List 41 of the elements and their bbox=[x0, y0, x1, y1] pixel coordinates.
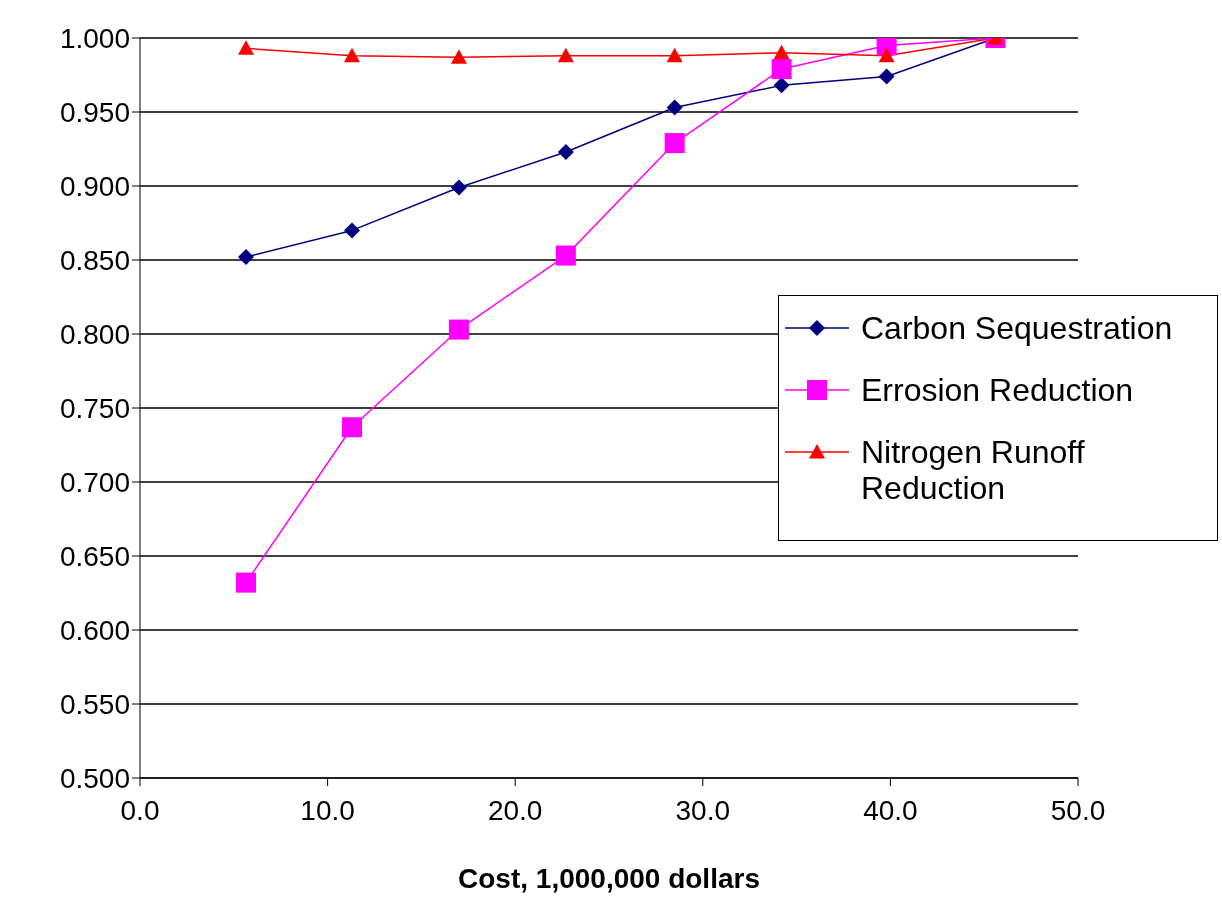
point bbox=[666, 47, 683, 63]
x-tick-label: 0.0 bbox=[120, 794, 160, 826]
y-tick-label: 0.650 bbox=[59, 540, 130, 572]
point bbox=[773, 77, 790, 94]
point bbox=[773, 44, 790, 60]
point bbox=[343, 222, 360, 239]
point bbox=[341, 417, 362, 438]
point bbox=[878, 68, 895, 85]
legend-label: Carbon Sequestration bbox=[861, 310, 1174, 346]
legend-label: Nitrogen Runoff Reduction bbox=[861, 434, 1086, 506]
point bbox=[664, 133, 685, 154]
y-tick-label: 0.750 bbox=[59, 392, 130, 424]
point bbox=[343, 47, 360, 63]
point bbox=[450, 49, 467, 64]
point bbox=[557, 47, 574, 63]
y-tick-label: 0.600 bbox=[59, 614, 130, 646]
y-tick-label: 0.500 bbox=[59, 762, 130, 794]
point bbox=[555, 245, 576, 266]
x-tick-label: 20.0 bbox=[487, 794, 543, 826]
y-tick-label: 0.800 bbox=[59, 318, 130, 350]
x-axis-title: Cost, 1,000,000 dollars bbox=[458, 863, 760, 894]
point bbox=[237, 40, 254, 55]
y-tick-label: 0.950 bbox=[59, 96, 130, 128]
point bbox=[771, 59, 792, 80]
x-tick-label: 50.0 bbox=[1050, 794, 1106, 826]
point bbox=[450, 179, 467, 196]
y-tick-label: 1.000 bbox=[59, 22, 130, 54]
point bbox=[666, 99, 683, 116]
y-tick-label: 0.550 bbox=[59, 688, 130, 720]
y-tick-label: 0.850 bbox=[59, 244, 130, 276]
point bbox=[878, 47, 895, 63]
y-tick-label: 0.700 bbox=[59, 466, 130, 498]
x-tick-label: 30.0 bbox=[675, 794, 731, 826]
x-tick-label: 10.0 bbox=[300, 794, 355, 826]
point bbox=[237, 249, 254, 266]
point bbox=[557, 143, 574, 160]
y-tick-label: 0.900 bbox=[59, 170, 130, 202]
point bbox=[235, 572, 256, 593]
x-tick-label: 40.0 bbox=[863, 794, 918, 826]
point bbox=[448, 319, 469, 340]
legend-label: Errosion Reduction bbox=[861, 372, 1135, 408]
